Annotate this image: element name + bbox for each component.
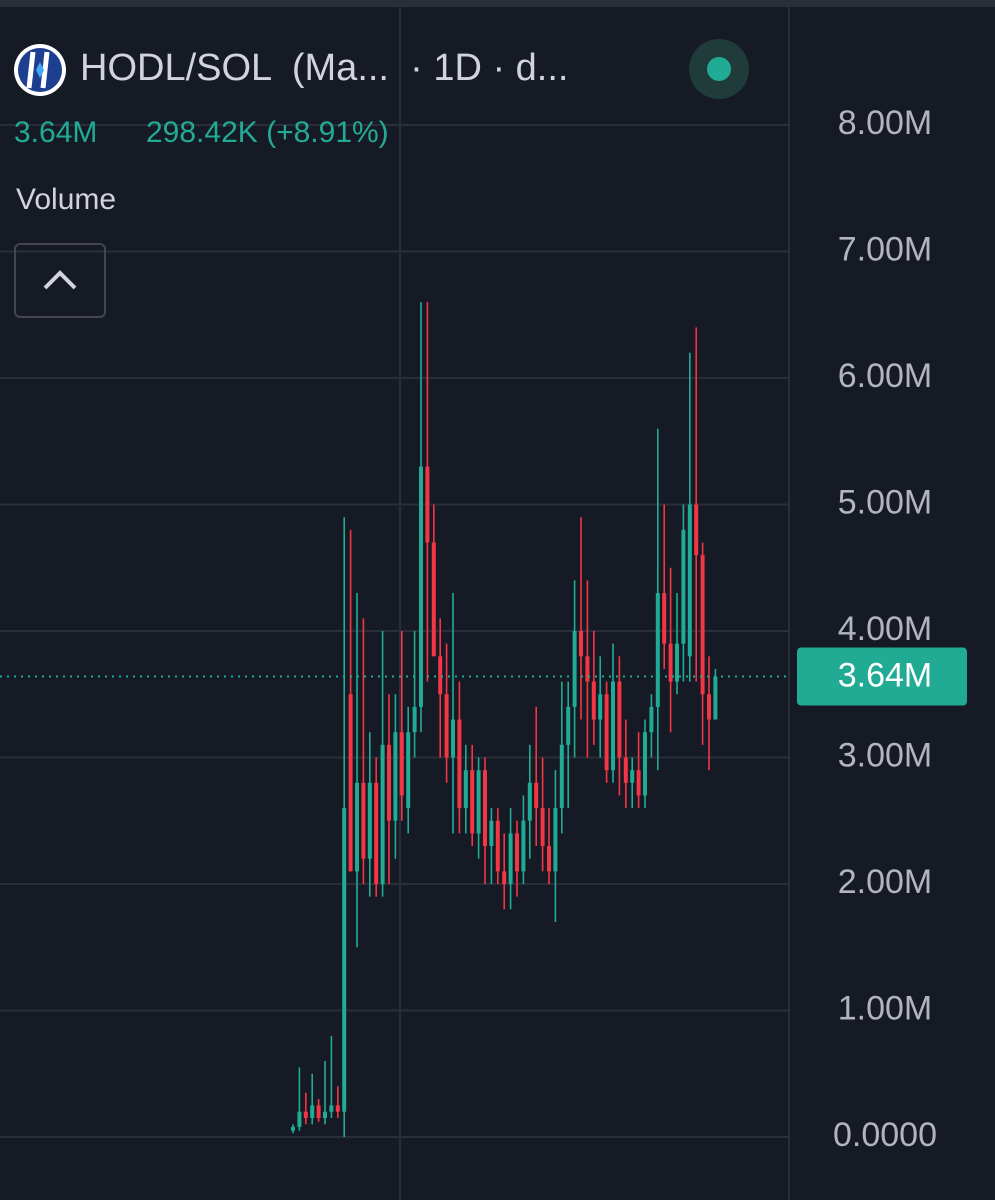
candle-body xyxy=(508,833,513,884)
candle-body xyxy=(598,694,603,720)
candle-body xyxy=(553,808,558,872)
candle-body xyxy=(323,1111,327,1119)
candle-body xyxy=(476,770,481,834)
candle-body xyxy=(329,1105,334,1112)
candle-body xyxy=(655,593,660,707)
candle-body xyxy=(291,1126,295,1131)
candle-body xyxy=(374,782,379,884)
candle-body xyxy=(585,656,590,682)
candle-body xyxy=(559,744,564,809)
candle-body xyxy=(303,1111,308,1119)
candle-body xyxy=(399,732,404,796)
candle-body xyxy=(713,676,718,720)
candle-body xyxy=(367,782,372,859)
candle-body xyxy=(572,631,577,707)
candle-body xyxy=(649,706,654,733)
candle-body xyxy=(623,757,628,783)
change: 298.42K (+8.91%) xyxy=(146,116,389,149)
candle-body xyxy=(348,694,353,872)
candle-body xyxy=(451,719,455,758)
candle-body xyxy=(316,1105,321,1119)
candle-body xyxy=(687,504,692,657)
candle-body xyxy=(380,744,385,884)
candle-body xyxy=(457,719,462,809)
last-price-badge xyxy=(797,647,967,706)
candle-body xyxy=(668,643,673,682)
candle-body xyxy=(297,1111,302,1127)
candle-body xyxy=(662,593,667,644)
candle-body xyxy=(489,820,494,847)
candle-body xyxy=(636,770,641,796)
candle-body xyxy=(406,732,411,809)
y-tick-label: 8.00M xyxy=(838,104,933,142)
candle-body xyxy=(643,732,647,796)
candle-body xyxy=(310,1105,315,1119)
candle-body xyxy=(681,529,686,644)
y-tick-label: 7.00M xyxy=(838,230,933,268)
y-tick-label: 2.00M xyxy=(838,863,933,901)
candle-body xyxy=(527,782,532,821)
candle-body xyxy=(355,782,359,872)
grid: 0.0000 1.00M 2.00M 3.00M 4.00M 5.00M 6.00M 7.00… xyxy=(0,104,937,1154)
last-price-label: 3.64M xyxy=(838,657,933,695)
symbol-title: HODL/SOL (Ma... · 1D · d... xyxy=(80,47,568,89)
candle-body xyxy=(335,1105,340,1112)
status-button[interactable] xyxy=(689,39,749,99)
candle-body xyxy=(361,782,366,859)
candle-body xyxy=(534,782,539,809)
candles xyxy=(291,302,718,1137)
candle-body xyxy=(540,808,545,847)
candle-body xyxy=(675,643,679,682)
candle-body xyxy=(444,694,449,758)
candle-body xyxy=(604,694,609,771)
candle-body xyxy=(431,542,436,657)
candle-body xyxy=(438,656,443,695)
candle-body xyxy=(393,732,398,821)
y-tick-label: 3.00M xyxy=(838,736,933,774)
candle-body xyxy=(617,681,622,758)
candle-body xyxy=(566,706,571,745)
candle-body xyxy=(515,833,519,872)
y-tick-label: 1.00M xyxy=(838,989,933,1027)
collapse-button[interactable] xyxy=(14,243,106,318)
candle-body xyxy=(463,770,468,809)
candle-body xyxy=(694,504,699,556)
overlay: 3.64M xyxy=(0,647,967,706)
candle-body xyxy=(521,820,526,872)
candle-body xyxy=(387,744,391,821)
top-bar xyxy=(0,0,995,7)
candle-body xyxy=(547,846,551,872)
indicator-label: Volume xyxy=(16,183,116,216)
y-tick-label: 5.00M xyxy=(838,483,933,521)
candle-body xyxy=(412,706,417,733)
candle-body xyxy=(611,681,615,771)
candle-body xyxy=(700,555,705,695)
candle-body xyxy=(419,466,423,707)
symbol-icon xyxy=(14,44,66,96)
candle-body xyxy=(502,871,507,884)
last-value: 3.64M xyxy=(14,116,97,149)
y-tick-label: 0.0000 xyxy=(833,1116,937,1154)
candle-body xyxy=(579,631,583,657)
y-tick-label: 4.00M xyxy=(838,610,933,648)
candle-body xyxy=(483,770,487,847)
candle-body xyxy=(707,694,711,720)
candle-body xyxy=(470,770,475,834)
candle-body xyxy=(495,820,500,872)
candle-body xyxy=(342,808,347,1112)
y-tick-label: 6.00M xyxy=(838,357,933,395)
candle-body xyxy=(591,681,596,720)
candle-body xyxy=(425,466,430,543)
candle-body xyxy=(630,770,635,783)
